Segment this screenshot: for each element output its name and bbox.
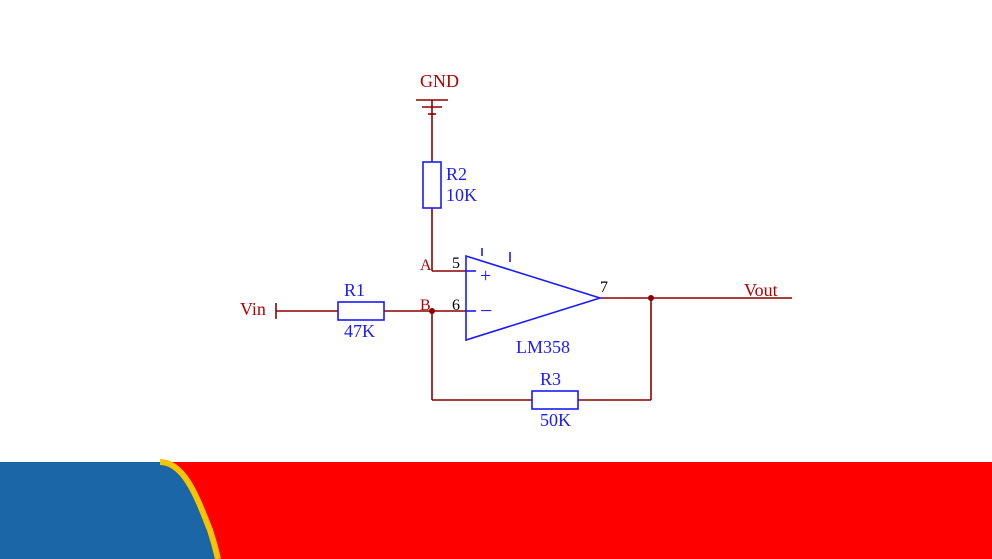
r1-value: 47K	[344, 322, 375, 340]
r1-name: R1	[344, 281, 365, 299]
opamp-minus: −	[480, 300, 492, 322]
r3-value: 50K	[540, 411, 571, 429]
node-a-label: A	[420, 258, 432, 274]
part-label: LM358	[516, 338, 570, 356]
opamp-plus: +	[480, 266, 491, 286]
gnd-label: GND	[420, 72, 459, 90]
footer	[0, 462, 992, 559]
r3-resistor	[532, 391, 578, 409]
r2-value: 10K	[446, 186, 477, 204]
wires	[276, 114, 792, 400]
gnd-symbol	[416, 100, 448, 114]
vin-label: Vin	[240, 300, 266, 318]
vout-label: Vout	[744, 281, 778, 299]
pin5-label: 5	[452, 256, 460, 272]
r1-resistor	[338, 302, 384, 320]
circuit-diagram: { "canvas": { "width": 992, "height": 55…	[0, 0, 992, 559]
r2-resistor	[423, 162, 441, 208]
r2-name: R2	[446, 165, 467, 183]
pin7-label: 7	[600, 280, 608, 296]
r3-name: R3	[540, 370, 561, 388]
schematic-svg	[0, 0, 992, 559]
pin6-label: 6	[452, 298, 460, 314]
node-b-label: B	[420, 298, 431, 314]
